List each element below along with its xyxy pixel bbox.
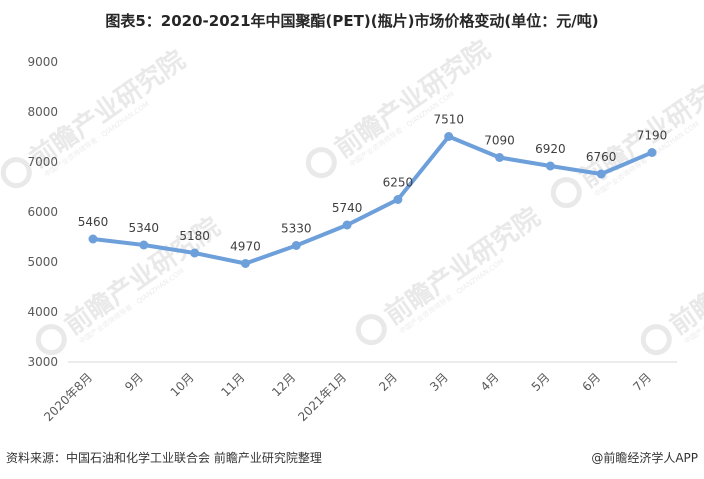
data-label: 5180 [179,229,210,243]
chart-title: 图表5：2020-2021年中国聚酯(PET)(瓶片)市场价格变动(单位：元/吨… [105,12,599,30]
series-line [91,134,654,266]
x-tick-label: 12月 [269,370,298,399]
y-tick-label: 5000 [27,255,58,269]
data-points [88,132,657,268]
y-tick-label: 9000 [27,55,58,69]
source-note: 资料来源：中国石油和化学工业联合会 前瞻产业研究院整理 [6,451,322,465]
data-point [393,195,403,204]
x-tick-label: 9月 [122,370,146,394]
data-label: 6760 [586,150,617,164]
data-label: 5340 [129,221,160,235]
x-tick-label: 7月 [630,370,654,394]
data-label: 5460 [78,215,109,229]
x-tick-label: 2月 [376,370,400,394]
data-point [291,241,301,250]
x-tick-label: 2021年1月 [295,370,349,424]
y-axis: 3000 4000 5000 6000 7000 8000 9000 [27,55,58,369]
data-point [444,132,454,141]
x-tick-label: 2020年8月 [41,370,95,424]
data-label: 7510 [433,113,464,127]
watermark-text: 前瞻产业研究院 [664,211,704,341]
x-tick-label: 4月 [478,370,502,394]
data-point [495,153,505,162]
data-point [647,148,657,157]
data-label: 6250 [383,176,414,190]
data-point [342,220,352,230]
y-tick-label: 4000 [27,305,58,319]
x-tick-label: 10月 [168,370,197,399]
data-label: 7190 [637,129,668,143]
data-point [596,169,606,179]
data-label: 5330 [281,222,312,236]
data-label: 7090 [484,134,515,148]
data-point [88,234,98,244]
x-tick-label: 3月 [427,370,451,394]
y-tick-label: 7000 [27,155,58,169]
data-label: 6920 [535,142,566,156]
x-tick-label: 6月 [580,370,604,394]
data-point [190,248,200,258]
data-labels: 5460 5340 5180 4970 5330 5740 6250 7510 7090 6920… [78,113,668,254]
x-tick-label: 5月 [529,370,553,394]
data-label: 5740 [332,201,363,215]
data-point [545,161,555,171]
y-tick-label: 8000 [27,105,58,119]
data-point [240,259,250,268]
brand-credit: @前瞻经济学人APP [591,451,698,465]
x-tick-label: 11月 [218,370,247,399]
data-label: 4970 [230,240,261,254]
y-tick-label: 6000 [27,205,58,219]
watermark-text: 前瞻产业研究院 [379,201,546,331]
y-tick-label: 3000 [27,355,58,369]
data-point [139,240,149,250]
